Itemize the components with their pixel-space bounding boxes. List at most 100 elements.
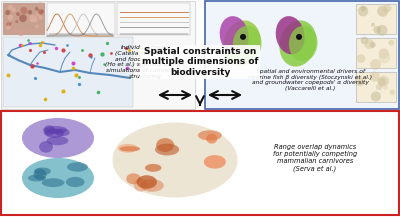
Ellipse shape [206, 134, 217, 144]
Circle shape [20, 12, 24, 15]
Circle shape [377, 25, 388, 36]
Circle shape [371, 23, 375, 27]
Ellipse shape [276, 16, 305, 54]
FancyBboxPatch shape [1, 1, 195, 109]
Circle shape [14, 29, 18, 32]
Circle shape [370, 59, 381, 70]
FancyBboxPatch shape [47, 3, 115, 35]
Ellipse shape [120, 146, 140, 151]
Circle shape [383, 4, 391, 13]
Text: Range overlap dynamics
for potentially competing
mammalian carnivores
(Serva et : Range overlap dynamics for potentially c… [273, 144, 357, 172]
Ellipse shape [280, 20, 316, 67]
Circle shape [26, 30, 30, 34]
Circle shape [6, 25, 10, 29]
Ellipse shape [42, 178, 64, 187]
FancyBboxPatch shape [205, 1, 399, 109]
Circle shape [390, 89, 395, 95]
Circle shape [8, 15, 14, 21]
FancyBboxPatch shape [356, 38, 396, 68]
Circle shape [38, 10, 44, 15]
Ellipse shape [55, 129, 70, 136]
Circle shape [38, 9, 44, 14]
Circle shape [6, 25, 11, 30]
Circle shape [15, 20, 18, 23]
Circle shape [296, 34, 302, 40]
Circle shape [357, 54, 366, 63]
Ellipse shape [233, 26, 262, 61]
Ellipse shape [46, 136, 68, 145]
Ellipse shape [44, 126, 67, 134]
FancyBboxPatch shape [117, 3, 190, 35]
Circle shape [370, 71, 380, 82]
Ellipse shape [145, 164, 162, 172]
Circle shape [9, 22, 12, 25]
Circle shape [378, 78, 386, 86]
Circle shape [35, 7, 39, 11]
Ellipse shape [118, 144, 138, 153]
Circle shape [5, 10, 10, 15]
Circle shape [240, 34, 246, 40]
Circle shape [378, 76, 389, 86]
Ellipse shape [126, 173, 141, 184]
Circle shape [371, 91, 381, 102]
Ellipse shape [43, 125, 55, 136]
Circle shape [28, 10, 32, 15]
Circle shape [31, 15, 36, 19]
Circle shape [383, 85, 388, 90]
Circle shape [12, 8, 16, 12]
Ellipse shape [134, 178, 148, 192]
Ellipse shape [22, 118, 94, 158]
Circle shape [29, 15, 37, 23]
FancyBboxPatch shape [356, 72, 396, 102]
Ellipse shape [34, 168, 51, 175]
Ellipse shape [224, 20, 260, 67]
Ellipse shape [39, 141, 53, 153]
Circle shape [8, 5, 13, 10]
Circle shape [37, 3, 44, 10]
FancyBboxPatch shape [3, 3, 45, 35]
Ellipse shape [66, 177, 84, 187]
Circle shape [370, 42, 376, 48]
Ellipse shape [155, 144, 179, 155]
Circle shape [364, 39, 374, 49]
Circle shape [19, 15, 27, 22]
Ellipse shape [28, 175, 46, 181]
Circle shape [360, 6, 366, 11]
Circle shape [6, 22, 11, 27]
Circle shape [378, 48, 389, 59]
Text: Individual-based
(Catella and Abbott)
and food-web-based
(Ho et al.) spatially e: Individual-based (Catella and Abbott) an… [105, 45, 185, 79]
Circle shape [361, 37, 368, 44]
Text: Spatial constraints on
multiple dimensions of
biodiversity: Spatial constraints on multiple dimensio… [142, 47, 258, 77]
FancyBboxPatch shape [3, 37, 133, 107]
Circle shape [379, 52, 390, 63]
Circle shape [28, 13, 32, 18]
Ellipse shape [136, 175, 157, 189]
Ellipse shape [112, 123, 238, 197]
Circle shape [388, 40, 394, 46]
Circle shape [16, 12, 20, 16]
Ellipse shape [44, 128, 64, 138]
Circle shape [35, 25, 39, 28]
FancyBboxPatch shape [356, 4, 396, 34]
Ellipse shape [67, 162, 88, 172]
Circle shape [355, 77, 365, 86]
Ellipse shape [156, 138, 174, 152]
Circle shape [358, 6, 368, 16]
Ellipse shape [34, 169, 47, 180]
Circle shape [20, 7, 28, 14]
Circle shape [18, 29, 24, 36]
Circle shape [374, 26, 381, 34]
Circle shape [38, 15, 43, 20]
Circle shape [33, 17, 38, 22]
Text: Spatial and environmental drivers of
riverine fish β diversity (Stoczynski et al: Spatial and environmental drivers of riv… [248, 69, 372, 91]
Ellipse shape [204, 155, 226, 169]
Circle shape [388, 6, 392, 10]
Ellipse shape [22, 158, 94, 198]
Circle shape [29, 16, 32, 20]
Ellipse shape [198, 130, 222, 140]
Ellipse shape [220, 16, 249, 54]
Ellipse shape [140, 179, 164, 192]
Circle shape [377, 6, 388, 17]
FancyBboxPatch shape [1, 111, 399, 215]
Circle shape [36, 12, 40, 16]
